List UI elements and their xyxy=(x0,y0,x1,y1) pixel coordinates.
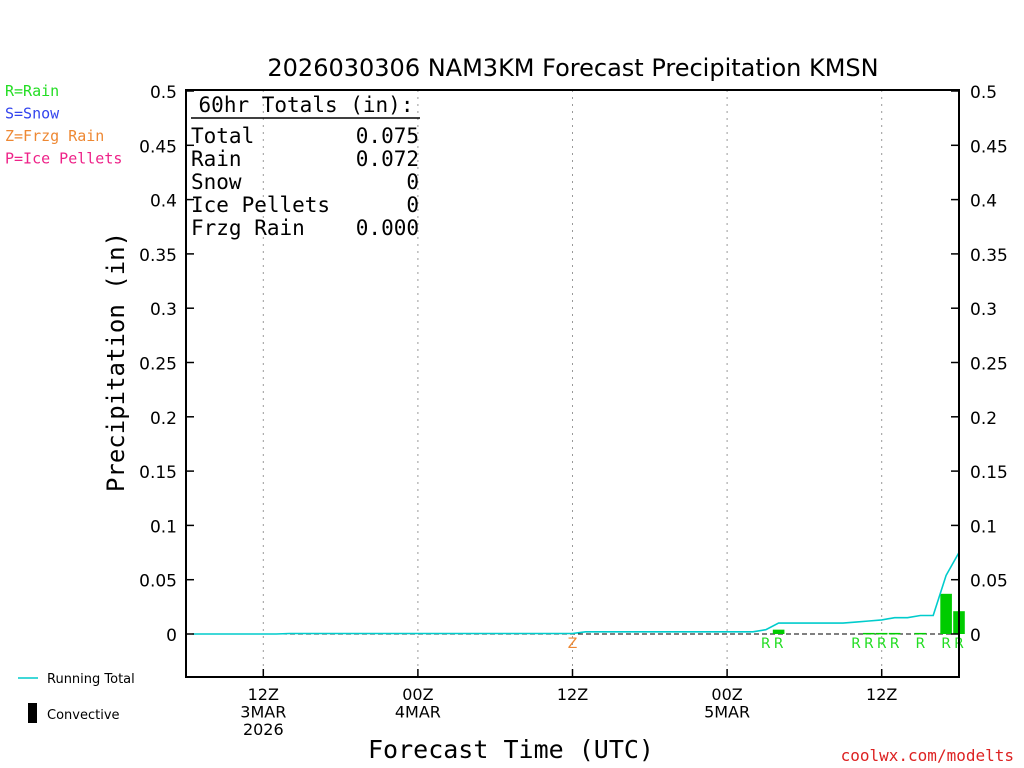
type-marker-z: Z xyxy=(568,636,578,652)
type-marker-r: R xyxy=(890,636,900,652)
y-tick-label-left: 0.15 xyxy=(139,463,177,483)
y-tick-label-left: 0.25 xyxy=(139,355,177,375)
y-axis-label: Precipitation (in) xyxy=(102,232,130,492)
type-marker-r: R xyxy=(941,636,951,652)
y-tick-label-left: 0.05 xyxy=(139,572,177,592)
type-marker-r: R xyxy=(864,636,874,652)
chart-title: 2026030306 NAM3KM Forecast Precipitation… xyxy=(267,54,878,82)
x-tick-label: 5MAR xyxy=(704,703,750,722)
totals-value: 0 xyxy=(406,193,419,217)
totals-value: 0 xyxy=(406,170,419,194)
totals-label: Total xyxy=(191,124,254,148)
precip-bar-hour-53 xyxy=(863,632,875,635)
convective-legend-label: Convective xyxy=(47,708,120,723)
convective-swatch xyxy=(28,703,37,723)
type-marker-r: R xyxy=(877,636,887,652)
y-tick-label-right: 0.45 xyxy=(970,137,1008,157)
y-tick-label-right: 0.25 xyxy=(970,355,1008,375)
precip-bar-hour-46 xyxy=(772,629,785,634)
y-tick-label-right: 0 xyxy=(970,626,981,646)
x-tick-label: 12Z xyxy=(557,685,588,704)
running-total-legend-label: Running Total xyxy=(47,672,135,687)
x-tick-label: 4MAR xyxy=(395,703,441,722)
precip-bar-hour-59 xyxy=(940,593,952,634)
y-tick-label-left: 0.5 xyxy=(150,83,177,103)
gridlines xyxy=(262,90,883,677)
x-tick-label: 12Z xyxy=(866,685,897,704)
credit-text: coolwx.com/modelts xyxy=(841,746,1014,765)
legend-r-entry: R=Rain xyxy=(5,82,59,100)
y-tick-label-left: 0.3 xyxy=(150,300,177,320)
y-tick-label-right: 0.1 xyxy=(970,517,997,537)
y-tick-label-left: 0.2 xyxy=(150,409,177,429)
type-marker-r: R xyxy=(851,636,861,652)
precip-bar-hour-57 xyxy=(914,632,927,635)
running-total-line xyxy=(192,552,960,635)
totals-box: 60hr Totals (in): Total 0.075 Rain 0.072 Sno… xyxy=(191,93,420,240)
y-tick-label-right: 0.5 xyxy=(970,83,997,103)
y-axis-left: 0 0.05 0.1 0.15 0.2 0.25 0.3 0.35 0.4 0.45 0.5 xyxy=(139,83,194,646)
y-tick-label-right: 0.05 xyxy=(970,572,1008,592)
totals-label: Rain xyxy=(191,147,242,171)
totals-label: Snow xyxy=(191,170,242,194)
legend-s-entry: S=Snow xyxy=(5,105,60,123)
x-tick-label: 3MAR xyxy=(240,703,286,722)
x-tick-label: 12Z xyxy=(248,685,279,704)
legend-p-entry: P=Ice Pellets xyxy=(5,150,122,168)
x-tick-label: 00Z xyxy=(711,685,742,704)
x-axis-label: Forecast Time (UTC) xyxy=(368,735,654,764)
y-tick-label-right: 0.35 xyxy=(970,246,1008,266)
totals-label: Ice Pellets xyxy=(191,193,330,217)
totals-value: 0.075 xyxy=(356,124,419,148)
y-tick-label-right: 0.2 xyxy=(970,409,997,429)
precip-bar-hour-55 xyxy=(888,632,901,635)
y-tick-label-right: 0.4 xyxy=(970,192,997,212)
totals-value: 0.072 xyxy=(356,147,419,171)
y-tick-label-right: 0.3 xyxy=(970,300,997,320)
precip-type-legend: R=Rain S=Snow Z=Frzg Rain P=Ice Pellets xyxy=(5,82,122,168)
type-marker-r: R xyxy=(761,636,771,652)
hourly-precip-bars xyxy=(772,593,965,635)
totals-value: 0.000 xyxy=(356,216,419,240)
type-marker-r: R xyxy=(774,636,784,652)
y-tick-label-left: 0.35 xyxy=(139,246,177,266)
running-total-polyline xyxy=(192,552,960,635)
precip-bar-hour-54 xyxy=(875,632,888,635)
x-tick-label: 2026 xyxy=(243,720,284,739)
type-marker-r: R xyxy=(915,636,925,652)
y-tick-label-left: 0 xyxy=(166,626,177,646)
y-tick-label-left: 0.4 xyxy=(150,192,177,212)
y-tick-label-left: 0.45 xyxy=(139,137,177,157)
y-tick-label-left: 0.1 xyxy=(150,517,177,537)
totals-label: Frzg Rain xyxy=(191,216,305,240)
totals-header: 60hr Totals (in): xyxy=(199,93,414,117)
legend-z-entry: Z=Frzg Rain xyxy=(5,127,104,145)
y-axis-right: 0 0.05 0.1 0.15 0.2 0.25 0.3 0.35 0.4 0.45 0.5 xyxy=(951,83,1008,646)
x-tick-label: 00Z xyxy=(402,685,433,704)
y-tick-label-right: 0.15 xyxy=(970,463,1008,483)
